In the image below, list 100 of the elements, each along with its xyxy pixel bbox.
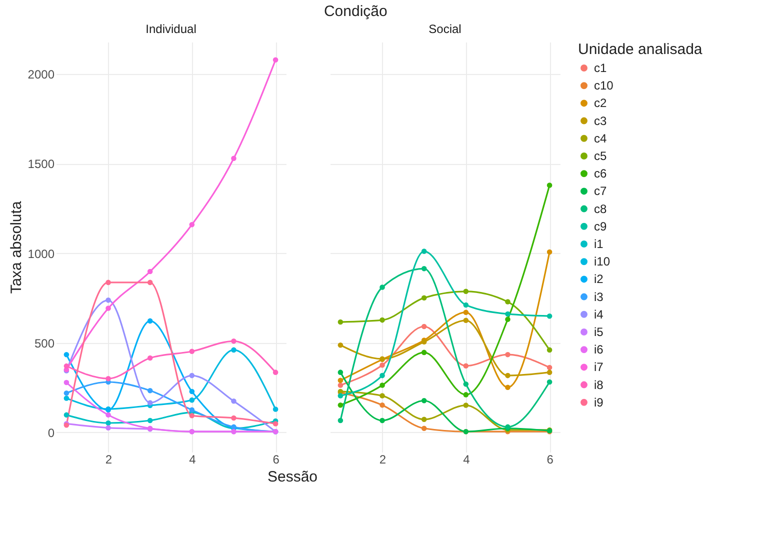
point bbox=[64, 380, 70, 386]
legend-label: i5 bbox=[594, 325, 604, 339]
point bbox=[106, 306, 111, 311]
x-tick-label: 2 bbox=[105, 452, 112, 466]
point bbox=[189, 388, 195, 394]
legend-label: i8 bbox=[594, 378, 604, 392]
point bbox=[505, 316, 510, 322]
point bbox=[147, 355, 153, 361]
point bbox=[380, 362, 385, 368]
point bbox=[231, 338, 236, 344]
point bbox=[421, 350, 427, 356]
point bbox=[421, 324, 427, 330]
x-tick-label: 6 bbox=[546, 452, 554, 466]
point bbox=[421, 248, 427, 254]
legend-label: i7 bbox=[594, 360, 604, 374]
legend-label: i9 bbox=[594, 395, 604, 410]
y-axis-title: Taxa absoluta bbox=[8, 200, 25, 294]
point bbox=[64, 396, 70, 401]
chart-title: Social bbox=[428, 22, 462, 36]
y-tick-label: 1000 bbox=[28, 246, 55, 261]
point bbox=[338, 418, 344, 424]
legend-label: c6 bbox=[594, 166, 607, 181]
point bbox=[189, 348, 195, 354]
point bbox=[546, 347, 552, 353]
legend-label: i1 bbox=[594, 237, 604, 251]
point bbox=[463, 302, 469, 308]
point bbox=[189, 413, 195, 418]
point bbox=[421, 295, 427, 300]
point bbox=[147, 318, 153, 324]
point bbox=[421, 416, 427, 422]
point bbox=[463, 363, 469, 369]
point bbox=[338, 319, 344, 325]
y-tick-label: 0 bbox=[48, 426, 55, 440]
point bbox=[106, 420, 111, 426]
legend-label: i2 bbox=[594, 272, 604, 286]
point bbox=[338, 382, 344, 388]
point bbox=[338, 378, 344, 384]
legend-label: i3 bbox=[594, 290, 604, 304]
point bbox=[338, 342, 344, 348]
legend-label: c2 bbox=[594, 96, 607, 110]
point bbox=[546, 313, 552, 319]
point bbox=[546, 370, 552, 375]
point bbox=[505, 384, 510, 390]
point bbox=[189, 397, 195, 403]
point bbox=[231, 415, 236, 421]
x-tick-label: 6 bbox=[272, 452, 280, 466]
legend-label: i10 bbox=[594, 254, 610, 269]
x-tick-label: 2 bbox=[379, 452, 386, 466]
point bbox=[338, 370, 344, 375]
legend-title: Unidade analisada bbox=[578, 41, 703, 58]
point bbox=[106, 425, 111, 430]
legend-label: c7 bbox=[594, 184, 607, 198]
point bbox=[546, 364, 552, 370]
point bbox=[463, 392, 469, 398]
point bbox=[380, 372, 385, 378]
point bbox=[147, 280, 153, 286]
legend-label: i6 bbox=[594, 342, 604, 357]
x-axis-title: Sessão bbox=[267, 468, 318, 486]
point bbox=[106, 412, 111, 418]
point bbox=[421, 426, 427, 432]
point bbox=[64, 390, 70, 396]
point bbox=[147, 388, 153, 394]
point bbox=[380, 317, 385, 323]
point bbox=[106, 298, 111, 303]
point bbox=[505, 299, 510, 304]
point bbox=[272, 421, 278, 426]
point bbox=[421, 266, 427, 272]
point bbox=[272, 406, 278, 412]
point bbox=[380, 418, 385, 424]
point bbox=[380, 284, 385, 290]
point bbox=[505, 372, 510, 378]
point bbox=[189, 222, 195, 228]
point bbox=[380, 382, 385, 388]
y-tick-label: 2000 bbox=[28, 68, 55, 82]
point bbox=[463, 382, 469, 387]
legend-label: c3 bbox=[594, 114, 607, 128]
point bbox=[231, 347, 236, 353]
point bbox=[272, 370, 278, 375]
point bbox=[106, 280, 111, 286]
point bbox=[231, 398, 236, 404]
legend-label: c9 bbox=[594, 219, 607, 234]
point bbox=[147, 400, 153, 406]
point bbox=[463, 288, 469, 294]
text: Condição bbox=[324, 3, 388, 20]
point bbox=[64, 352, 70, 358]
y-tick-label: 500 bbox=[34, 336, 55, 350]
point bbox=[505, 352, 510, 358]
legend-label: c1 bbox=[594, 61, 607, 75]
point bbox=[546, 249, 552, 255]
point bbox=[189, 407, 195, 413]
point bbox=[421, 398, 427, 404]
point bbox=[380, 393, 385, 398]
x-tick-label: 4 bbox=[189, 452, 196, 466]
chart-title: Individual bbox=[146, 22, 196, 36]
point bbox=[463, 402, 469, 408]
point bbox=[106, 376, 111, 382]
y-tick-label: 1500 bbox=[28, 157, 55, 172]
point bbox=[189, 372, 195, 378]
legend-label: i4 bbox=[594, 307, 604, 322]
point bbox=[463, 310, 469, 315]
